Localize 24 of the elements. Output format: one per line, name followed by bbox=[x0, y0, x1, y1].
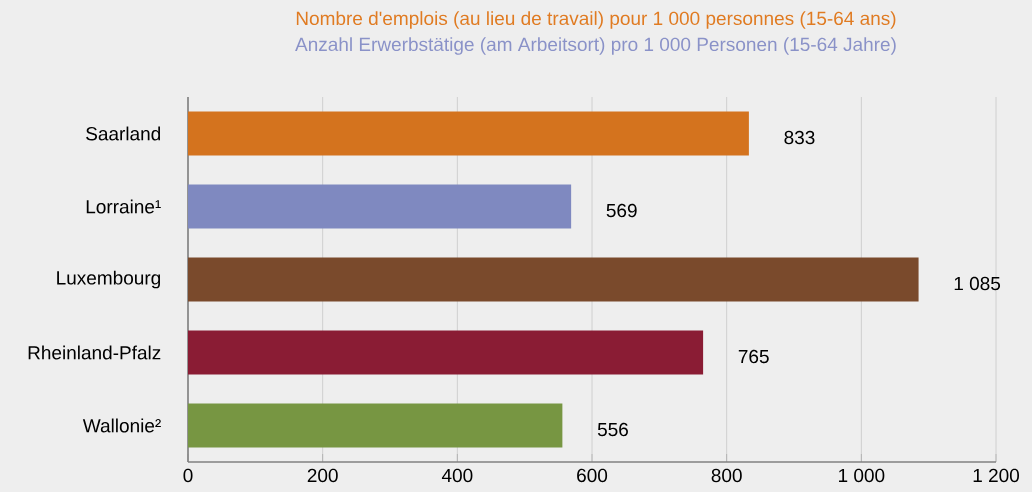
x-tick-label: 0 bbox=[183, 468, 193, 483]
x-tick-label: 1 000 bbox=[839, 468, 885, 483]
x-tick-label: 600 bbox=[577, 468, 608, 483]
x-tick-label: 400 bbox=[441, 468, 473, 483]
y-tick-label: Saarland bbox=[86, 126, 161, 141]
x-tick-label: 1 200 bbox=[973, 468, 1020, 483]
y-tick-label: Luxembourg bbox=[57, 270, 161, 289]
data-label: 833 bbox=[784, 130, 815, 145]
bar bbox=[188, 257, 919, 302]
y-tick-label: Wallonie² bbox=[82, 418, 161, 433]
data-label: 765 bbox=[738, 349, 769, 364]
data-label: 556 bbox=[597, 422, 628, 437]
y-tick-label: Lorraine¹ bbox=[86, 199, 161, 214]
y-tick-label: Rheinland-Pfalz bbox=[28, 345, 161, 360]
data-label: 569 bbox=[606, 203, 637, 218]
bar bbox=[188, 184, 572, 229]
bar bbox=[188, 403, 563, 448]
chart-title: Nombre d'emplois (au lieu de travail) pour 1 000 personnes (15-64 ans) bbox=[296, 11, 896, 29]
bar bbox=[188, 111, 749, 156]
chart-subtitle: Anzahl Erwerbstätige (am Arbeitsort) pro 1 000 Personen (15-64 Jahre) bbox=[295, 37, 896, 55]
bar bbox=[188, 330, 704, 375]
x-tick-label: 200 bbox=[307, 468, 338, 483]
x-tick-label: 800 bbox=[711, 468, 742, 483]
data-label: 1 085 bbox=[954, 276, 1001, 291]
